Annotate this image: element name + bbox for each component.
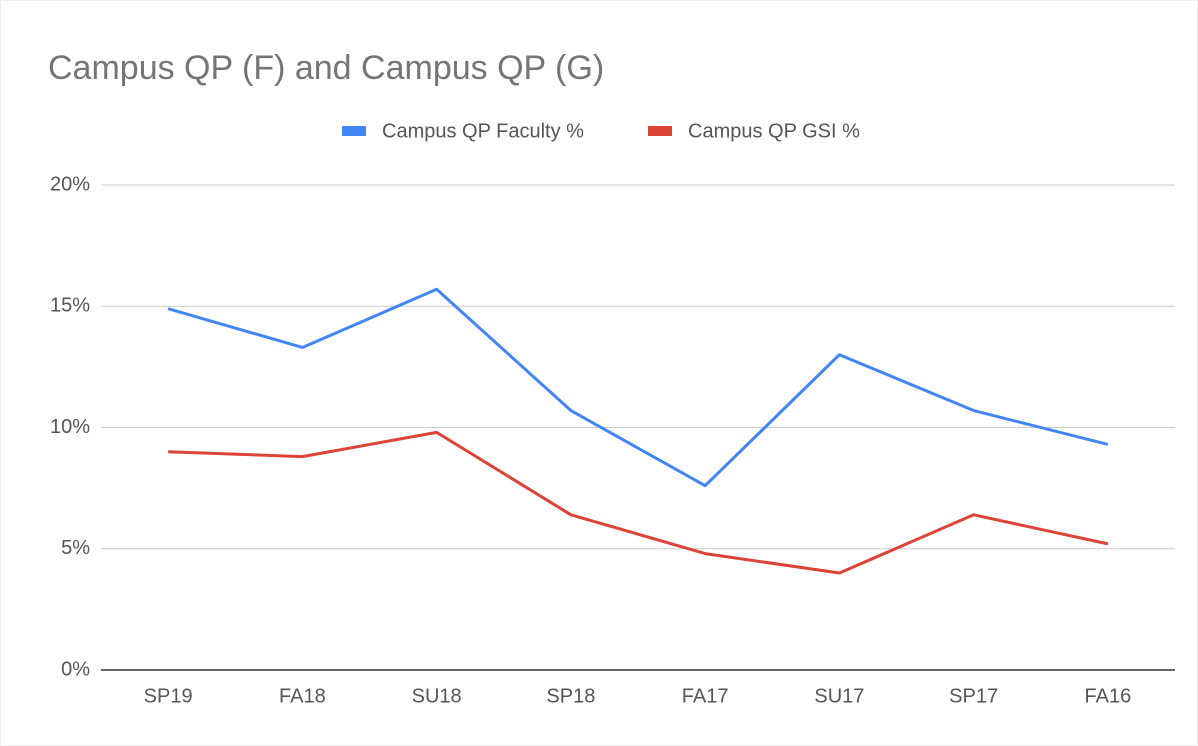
x-tick-label: FA18 bbox=[279, 685, 326, 707]
chart-title: Campus QP (F) and Campus QP (G) bbox=[48, 49, 604, 87]
x-tick-label: SU17 bbox=[814, 685, 864, 707]
legend-label: Campus QP GSI % bbox=[688, 120, 860, 142]
x-tick-label: FA16 bbox=[1085, 685, 1132, 707]
x-tick-label: SP19 bbox=[144, 685, 193, 707]
y-tick-label: 10% bbox=[50, 416, 90, 438]
series-line bbox=[167, 287, 1109, 488]
y-tick-label: 15% bbox=[50, 295, 90, 317]
x-tick-label: SP17 bbox=[949, 685, 998, 707]
x-tick-label: FA17 bbox=[682, 685, 729, 707]
series-line bbox=[168, 430, 1109, 575]
legend-swatch bbox=[648, 126, 672, 136]
legend-swatch bbox=[342, 126, 366, 136]
y-tick-label: 5% bbox=[61, 537, 90, 559]
y-tick-label: 20% bbox=[50, 173, 90, 195]
y-tick-label: 0% bbox=[61, 658, 90, 680]
legend-label: Campus QP Faculty % bbox=[382, 120, 584, 142]
x-tick-label: SU18 bbox=[412, 685, 462, 707]
x-tick-label: SP18 bbox=[546, 685, 595, 707]
